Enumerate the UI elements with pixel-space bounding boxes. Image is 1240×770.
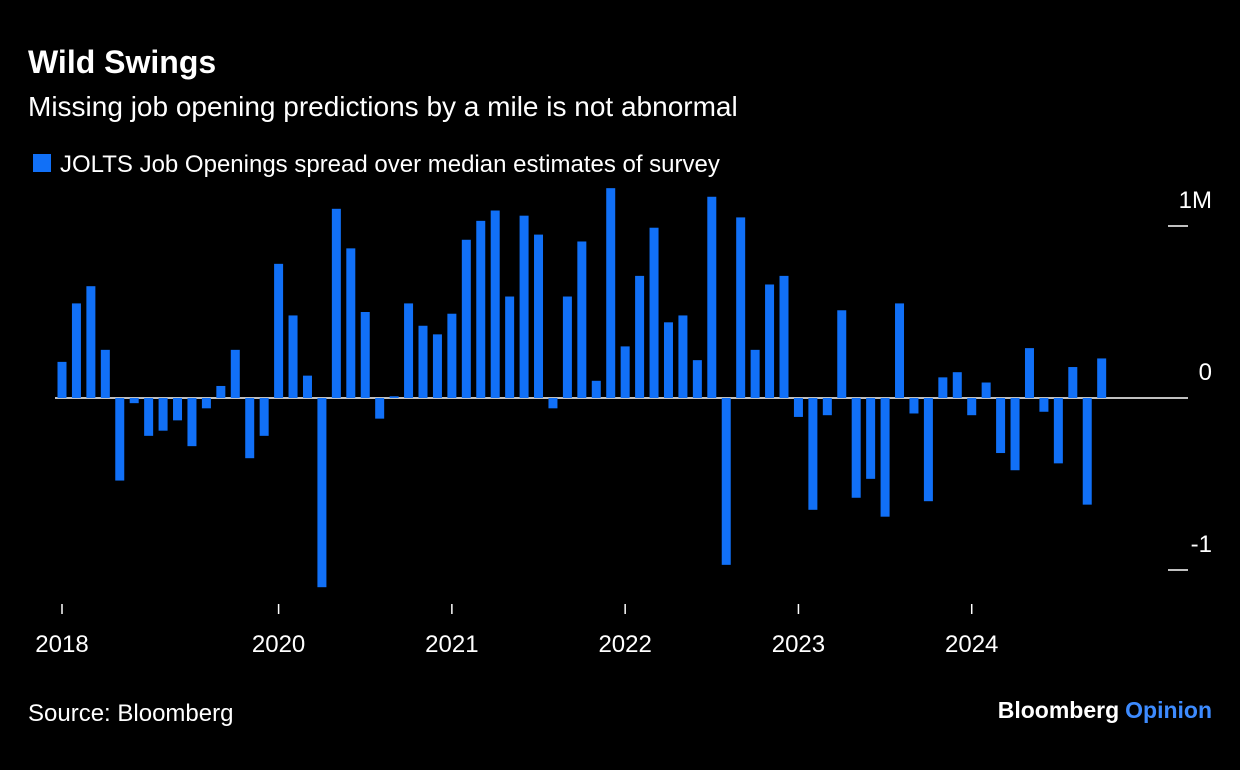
y-tick-label: 0 [1199,359,1212,386]
bar [57,361,67,398]
bar [663,322,673,398]
bar [996,398,1006,454]
bar [606,188,616,398]
brand: Bloomberg Opinion [998,697,1212,723]
bar [1039,398,1049,412]
bar [158,398,168,431]
bar [866,398,876,479]
bar [562,296,572,398]
bar [418,325,428,398]
y-tick-label: -1 [1191,531,1212,558]
legend-label: JOLTS Job Openings spread over median es… [60,151,720,178]
bar [750,349,760,398]
bar [259,398,269,436]
x-tick-label: 2023 [772,631,825,658]
bar [129,398,139,404]
bar [317,398,327,588]
bar [447,313,457,398]
bar [707,196,717,398]
bar [144,398,154,436]
bar [1024,348,1034,398]
bar [360,312,370,398]
bar [692,360,702,398]
bar [490,210,500,398]
bar [793,398,803,417]
bar [678,315,688,398]
chart-subtitle: Missing job opening predictions by a mil… [28,91,738,122]
bar [736,217,746,398]
bar [1068,367,1078,398]
bar [302,375,312,398]
x-tick-label: 2024 [945,631,998,658]
bar [375,398,385,419]
bar [115,398,125,481]
bar [909,398,919,414]
bar [476,220,486,398]
brand-suffix: Opinion [1125,697,1212,723]
bar [923,398,933,502]
bar [779,275,789,398]
bar [100,349,110,398]
bar [837,310,847,398]
bar [461,239,471,398]
bar [548,398,558,409]
bar [187,398,197,447]
x-tick-label: 2022 [598,631,651,658]
bar [534,234,544,398]
bar [649,227,659,398]
bar [288,315,298,398]
bar [1053,398,1063,464]
bar [880,398,890,517]
bar [1082,398,1092,505]
source: Source: Bloomberg [28,700,233,727]
bar [967,398,977,416]
bar [1097,358,1107,398]
x-tick-label: 2020 [252,631,305,658]
bar [721,398,731,565]
bar [895,303,905,398]
y-tick-label: 1M [1179,187,1212,214]
legend-swatch [33,154,51,172]
bar [822,398,832,416]
bar [432,334,442,398]
bar [635,275,645,398]
brand-name: Bloomberg [998,697,1119,723]
bar [346,248,356,398]
bar [591,380,601,398]
bar [274,263,284,398]
bar [86,286,96,398]
bar [577,241,587,398]
bar [216,385,226,398]
bar [952,372,962,398]
bar [505,296,515,398]
bar [71,303,81,398]
bar [808,398,818,510]
bar [389,396,399,398]
bar [938,377,948,398]
chart-title: Wild Swings [28,44,216,80]
bar [851,398,861,498]
bar [245,398,255,459]
bar [620,346,630,398]
bar [981,382,991,398]
bar [765,284,775,398]
x-tick-label: 2021 [425,631,478,658]
bar [519,215,529,398]
bar [201,398,211,409]
bar [173,398,183,421]
x-tick-label: 2018 [35,631,88,658]
bar [331,208,341,398]
bar [230,349,240,398]
bar [404,303,414,398]
bar [1010,398,1020,471]
